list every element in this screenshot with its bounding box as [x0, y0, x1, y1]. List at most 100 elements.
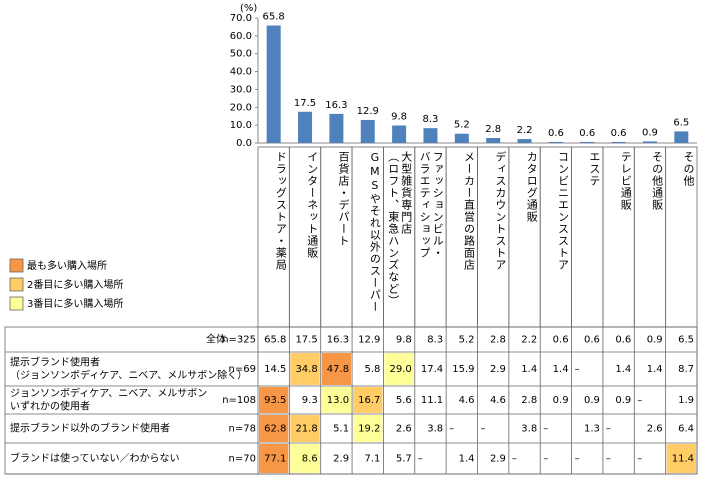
bar-value-label: 2.8: [485, 124, 501, 135]
cell-value: 2.6: [647, 424, 663, 435]
cell-value: 1.4: [521, 364, 537, 375]
cell-value: 15.9: [452, 364, 474, 375]
row-label: ジョンソンボディケア、ニベア、メルサボン: [10, 387, 207, 400]
cell-value: 0.9: [647, 335, 663, 346]
legend-swatch: [9, 277, 24, 292]
cell-highlight: [353, 415, 383, 442]
y-tick-label: 20.0: [230, 102, 252, 113]
row-label: いずれかの使用者: [10, 400, 90, 413]
bar-value-label: 0.6: [548, 128, 564, 139]
cell-value: 0.6: [553, 335, 569, 346]
cell-value: 0.9: [584, 395, 600, 406]
cell-value: 9.8: [396, 335, 412, 346]
cell-value: –: [512, 454, 517, 465]
cell-value: 5.6: [396, 395, 412, 406]
cell-value: 2.9: [490, 454, 506, 465]
cell-value: 2.6: [396, 424, 412, 435]
bar: [674, 131, 689, 143]
cell-highlight: [666, 444, 696, 473]
bar: [580, 141, 595, 143]
row-label: （ジョンソンボディケア、ニベア、メルサボン除く）: [10, 369, 247, 382]
cell-value: 11.4: [672, 454, 694, 465]
cell-value: 13.0: [327, 395, 349, 406]
cell-value: 19.2: [358, 424, 380, 435]
cell-value: 16.3: [327, 335, 349, 346]
bar: [548, 141, 563, 143]
bar-value-label: 6.5: [673, 117, 689, 128]
cell-value: 11.1: [421, 395, 443, 406]
cell-value: 2.8: [490, 335, 506, 346]
cell-value: –: [637, 395, 642, 406]
bar: [392, 125, 407, 143]
cell-highlight: [353, 387, 383, 413]
cell-value: 9.3: [302, 395, 318, 406]
cell-value: 4.6: [490, 395, 506, 406]
y-unit: (%): [240, 3, 257, 14]
row-label: 全体: [206, 333, 226, 346]
legend-label: 最も多い購入場所: [27, 259, 107, 272]
cell-value: –: [481, 424, 486, 435]
cell-value: –: [543, 454, 548, 465]
cell-value: 17.4: [421, 364, 443, 375]
cell-value: 2.9: [490, 364, 506, 375]
bar-value-label: 17.5: [294, 98, 316, 109]
cell-value: –: [637, 454, 642, 465]
row-label: ブランドは使っていない／わからない: [10, 452, 180, 465]
category-label: メーカー直営の路面店: [462, 151, 476, 271]
cell-value: 1.4: [615, 364, 631, 375]
cell-value: 62.8: [264, 424, 286, 435]
cell-value: 2.8: [521, 395, 537, 406]
cell-highlight: [259, 415, 289, 442]
cell-value: 21.8: [295, 424, 317, 435]
category-label: コンビニエンスストア: [556, 151, 570, 271]
cell-value: 8.3: [427, 335, 443, 346]
cell-value: 3.8: [427, 424, 443, 435]
cell-value: 5.1: [333, 424, 349, 435]
cell-value: 5.8: [365, 364, 381, 375]
cell-value: –: [575, 454, 580, 465]
cell-value: 2.2: [521, 335, 537, 346]
cell-highlight: [384, 353, 414, 385]
bar: [642, 141, 657, 143]
bar: [329, 113, 344, 143]
cell-value: 16.7: [358, 395, 380, 406]
cell-value: 1.4: [459, 454, 475, 465]
row-label: 提示ブランド以外のブランド使用者: [10, 422, 170, 435]
cell-value: 1.4: [553, 364, 569, 375]
cell-value: 1.3: [584, 424, 600, 435]
bar: [486, 138, 501, 143]
y-tick-label: 60.0: [230, 31, 252, 42]
category-label: カタログ通販: [525, 151, 539, 223]
y-tick-label: 70.0: [230, 13, 252, 24]
category-label: 大型雑貨専門店 （ロフト、東急ハンズなど）: [386, 151, 413, 307]
y-tick-label: 10.0: [230, 120, 252, 131]
bar-value-label: 12.9: [357, 106, 379, 117]
cell-value: –: [606, 424, 611, 435]
category-label: インターネット通販: [305, 151, 319, 259]
row-n: n=108: [222, 395, 256, 406]
legend-label: 3番目に多い購入場所: [27, 297, 123, 310]
cell-highlight: [321, 353, 352, 385]
bar-value-label: 16.3: [325, 100, 347, 111]
cell-value: 0.6: [615, 335, 631, 346]
category-label: ファッションビル・ バラエティショップ: [418, 151, 445, 259]
row-n: n=70: [229, 454, 256, 465]
cell-value: 34.8: [295, 364, 317, 375]
bar-value-label: 5.2: [454, 120, 470, 131]
bar: [266, 25, 281, 143]
bar-value-label: 0.9: [642, 127, 658, 138]
cell-value: 3.8: [521, 424, 537, 435]
bar-value-label: 0.6: [579, 128, 595, 139]
bar: [611, 141, 626, 143]
category-label: その他: [681, 151, 695, 187]
bar-value-label: 2.2: [517, 125, 533, 136]
row-n: n=78: [229, 424, 256, 435]
cell-value: 6.5: [678, 335, 694, 346]
cell-value: 1.9: [678, 395, 694, 406]
row-n: n=69: [229, 364, 256, 375]
y-tick-label: 0.0: [236, 138, 252, 149]
category-label: ディスカウントストア: [493, 151, 507, 271]
row-n: n=325: [222, 335, 256, 346]
